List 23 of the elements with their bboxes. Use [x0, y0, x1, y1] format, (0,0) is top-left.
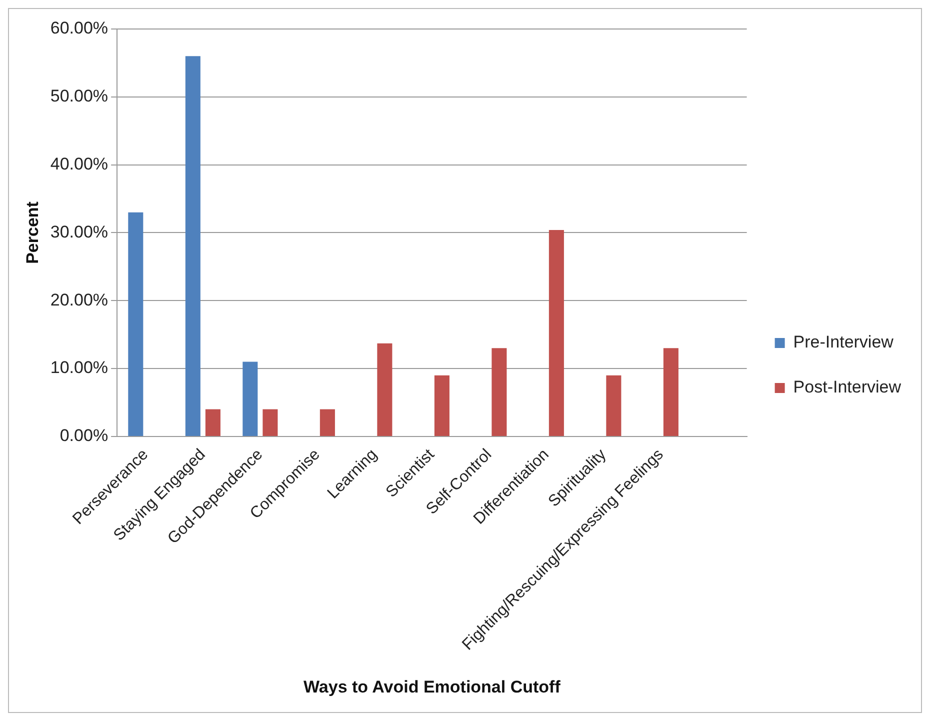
y-tick-label: 20.00%	[50, 290, 108, 310]
bar	[128, 212, 144, 436]
bar	[548, 230, 564, 436]
legend-label: Pre-Interview	[793, 332, 894, 352]
y-tick-label: 50.00%	[50, 86, 108, 106]
bar	[242, 362, 258, 436]
y-tick-label: 0.00%	[60, 426, 108, 446]
bar	[262, 409, 278, 436]
y-tick-label: 40.00%	[50, 154, 108, 174]
bar	[606, 375, 622, 436]
bar	[492, 348, 507, 436]
bar	[663, 348, 678, 436]
bar	[205, 409, 220, 436]
bar	[434, 375, 450, 436]
x-axis-title: Ways to Avoid Emotional Cutoff	[303, 677, 561, 696]
y-tick-label: 60.00%	[50, 18, 108, 38]
bar	[320, 409, 335, 436]
y-axis-title: Percent	[22, 201, 42, 264]
bar	[377, 343, 392, 436]
legend-label: Post-Interview	[793, 378, 902, 397]
y-tick-label: 10.00%	[50, 358, 108, 378]
y-tick-label: 30.00%	[50, 222, 108, 242]
bar	[185, 56, 200, 436]
